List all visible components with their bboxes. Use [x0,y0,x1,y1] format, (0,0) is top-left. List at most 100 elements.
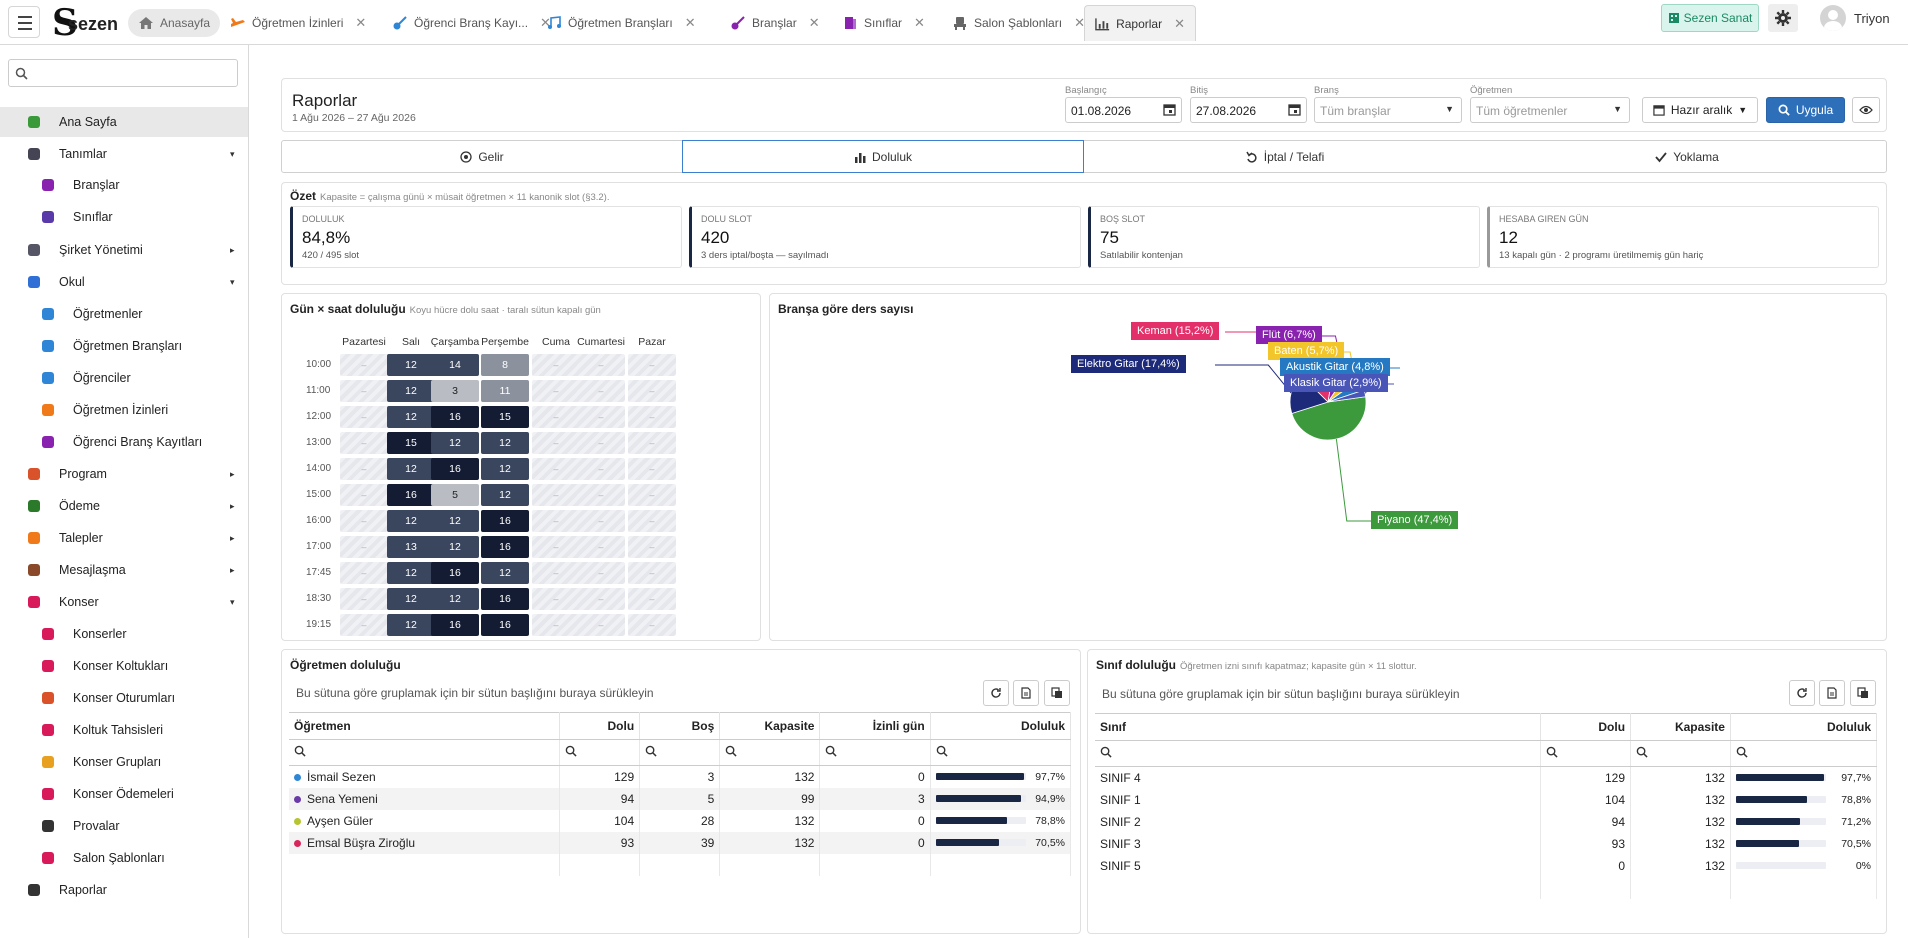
sidebar-item-concert-payments[interactable]: Konser Ödemeleri [0,779,248,809]
menu-toggle-button[interactable] [8,6,40,38]
column-header[interactable]: İzinli gün [819,712,931,740]
refresh-button[interactable] [1789,680,1815,706]
sidebar-item-classrooms[interactable]: Sınıflar [0,202,248,232]
table-row[interactable]: İsmail Sezen 129 3 132 0 97,7% [289,765,1072,788]
sidebar-item-concerts[interactable]: Konserler [0,619,248,649]
tab-cancel-makeup[interactable]: İptal / Telafi [1084,141,1486,172]
preset-range-button[interactable]: Hazır aralık ▼ [1642,97,1758,123]
column-filter[interactable] [1540,740,1632,767]
column-header[interactable]: Doluluk [1730,713,1878,741]
sidebar-item-teacher-branches[interactable]: Öğretmen Branşları [0,331,248,361]
column-filter[interactable] [559,739,641,766]
sidebar-item-rehearsals[interactable]: Provalar [0,811,248,841]
close-icon[interactable]: ✕ [540,15,551,30]
column-header[interactable]: Dolu [559,712,641,740]
sidebar-item-concert-seats[interactable]: Konser Koltukları [0,651,248,681]
tab-branches[interactable]: Branşlar ✕ [720,5,830,41]
refresh-button[interactable] [983,680,1009,706]
apply-button[interactable]: Uygula [1766,97,1845,123]
tab-home[interactable]: Anasayfa [128,9,221,37]
sidebar-item-concert-sessions[interactable]: Konser Oturumları [0,683,248,713]
sidebar-item-program[interactable]: Program ▸ [0,459,248,489]
sidebar-item-teachers[interactable]: Öğretmenler [0,299,248,329]
table-row[interactable]: SINIF 2 94 132 71,2% [1095,810,1878,833]
column-header[interactable]: Sınıf [1095,713,1542,741]
heatmap-day-header: Perşembe [481,336,529,348]
group-drop-zone[interactable]: Bu sütuna göre gruplamak için bir sütun … [296,686,654,700]
preview-button[interactable] [1852,97,1880,123]
summary-title: Özet Kapasite = çalışma günü × müsait öğr… [290,189,610,203]
start-date-field[interactable]: 01.08.2026 [1065,97,1182,123]
column-filter[interactable] [819,739,931,766]
column-filter[interactable] [930,739,1072,766]
table-row[interactable]: Ayşen Güler 104 28 132 0 78,8% [289,809,1072,832]
company-switch-button[interactable]: Sezen Sanat [1661,4,1759,32]
tab-teacher-leaves[interactable]: Öğretmen İzinleri ✕ [220,5,376,41]
sidebar-item-hall-templates[interactable]: Salon Şablonları [0,843,248,873]
sidebar-item-definitions[interactable]: Tanımlar ▾ [0,139,248,169]
sidebar-item-home[interactable]: Ana Sayfa [0,107,248,137]
column-filter[interactable] [1730,740,1878,767]
sidebar-item-branches[interactable]: Branşlar [0,170,248,200]
column-filter[interactable] [639,739,721,766]
export-pdf-button[interactable] [1850,680,1876,706]
user-menu[interactable]: Triyon [1820,2,1890,34]
column-header[interactable]: Kapasite [1630,713,1731,741]
sidebar-item-company[interactable]: Şirket Yönetimi ▸ [0,235,248,265]
sidebar-search-input[interactable] [8,59,238,87]
tab-revenue[interactable]: Gelir [282,141,682,172]
tab-teacher-branches[interactable]: Öğretmen Branşları ✕ [536,5,706,41]
column-header[interactable]: Dolu [1540,713,1632,741]
export-excel-button[interactable] [1013,680,1039,706]
sidebar-item-messaging[interactable]: Mesajlaşma ▸ [0,555,248,585]
column-filter[interactable] [1630,740,1731,767]
column-filter[interactable] [719,739,821,766]
sidebar-item-school[interactable]: Okul ▾ [0,267,248,297]
end-date-field[interactable]: 27.08.2026 [1190,97,1307,123]
sidebar-item-payment[interactable]: Ödeme ▸ [0,491,248,521]
close-icon[interactable]: ✕ [1174,15,1185,31]
sidebar-item-teacher-leaves[interactable]: Öğretmen İzinleri [0,395,248,425]
table-row[interactable]: SINIF 4 129 132 97,7% [1095,766,1878,789]
column-header[interactable]: Öğretmen [289,712,561,740]
close-icon[interactable]: ✕ [355,15,367,30]
table-row[interactable]: SINIF 5 0 132 0% [1095,854,1878,877]
sidebar-item-requests[interactable]: Talepler ▸ [0,523,248,553]
close-icon[interactable]: ✕ [914,15,925,30]
sidebar-item-reports[interactable]: Raporlar [0,875,248,905]
tab-reports[interactable]: Raporlar ✕ [1084,5,1196,41]
heatmap-hour-label: 17:45 [306,567,332,578]
export-pdf-button[interactable] [1044,680,1070,706]
column-header[interactable]: Kapasite [719,712,821,740]
close-icon[interactable]: ✕ [1074,15,1085,30]
tab-classrooms[interactable]: Sınıflar ✕ [832,5,935,41]
sidebar-item-seat-allocations[interactable]: Koltuk Tahsisleri [0,715,248,745]
sidebar-item-students[interactable]: Öğrenciler [0,363,248,393]
table-row[interactable]: Sena Yemeni 94 5 99 3 94,9% [289,787,1072,810]
sidebar-item-label: Provalar [73,819,120,833]
table-row[interactable]: SINIF 3 93 132 70,5% [1095,832,1878,855]
heatmap-cell-closed: – [628,588,676,610]
export-excel-button[interactable] [1819,680,1845,706]
sidebar-item-concert[interactable]: Konser ▾ [0,587,248,617]
pie-slice[interactable] [1291,396,1367,441]
column-header[interactable]: Doluluk [930,712,1072,740]
column-filter[interactable] [1095,740,1542,767]
tab-student-branch-records[interactable]: Öğrenci Branş Kayı... ✕ [382,5,561,41]
table-row[interactable]: Emsal Büşra Ziroğlu 93 39 132 0 70,5% [289,831,1072,854]
close-icon[interactable]: ✕ [684,15,696,30]
settings-button[interactable] [1768,4,1798,32]
close-icon[interactable]: ✕ [808,15,820,30]
group-drop-zone[interactable]: Bu sütuna göre gruplamak için bir sütun … [1102,687,1460,701]
column-header[interactable]: Boş [639,712,721,740]
tab-occupancy[interactable]: Doluluk [682,140,1084,173]
teacher-select[interactable]: Tüm öğretmenler ▼ [1470,97,1630,123]
table-row[interactable]: SINIF 1 104 132 78,8% [1095,788,1878,811]
column-filter[interactable] [289,739,561,766]
tab-attendance[interactable]: Yoklama [1486,141,1888,172]
branch-select[interactable]: Tüm branşlar ▼ [1314,97,1462,123]
sidebar-item-concert-groups[interactable]: Konser Grupları [0,747,248,777]
tab-hall-templates[interactable]: Salon Şablonları ✕ [942,5,1095,41]
sidebar-item-student-branch-records[interactable]: Öğrenci Branş Kayıtları [0,427,248,457]
